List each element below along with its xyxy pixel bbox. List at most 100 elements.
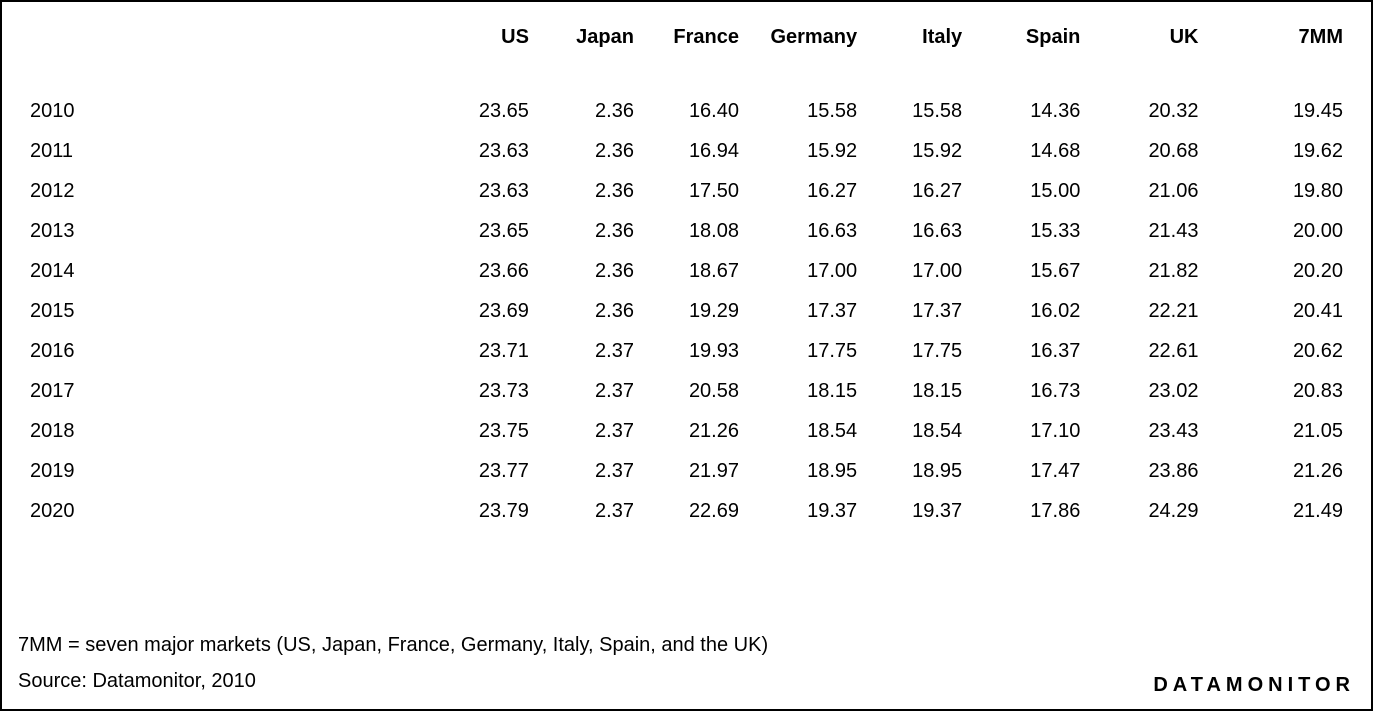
value-cell: 17.86 (962, 491, 1080, 531)
value-cell: 23.71 (424, 331, 529, 371)
value-cell: 18.15 (857, 371, 962, 411)
value-cell: 19.62 (1199, 131, 1344, 171)
header-france: France (634, 26, 739, 91)
header-blank (30, 26, 424, 91)
value-cell: 23.86 (1080, 451, 1198, 491)
year-cell: 2017 (30, 371, 424, 411)
header-uk: UK (1080, 26, 1198, 91)
table-row: 201023.652.3616.4015.5815.5814.3620.3219… (30, 91, 1343, 131)
value-cell: 18.95 (857, 451, 962, 491)
value-cell: 16.27 (739, 171, 857, 211)
table-row: 201523.692.3619.2917.3717.3716.0222.2120… (30, 291, 1343, 331)
table-row: 201423.662.3618.6717.0017.0015.6721.8220… (30, 251, 1343, 291)
value-cell: 19.45 (1199, 91, 1344, 131)
value-cell: 18.15 (739, 371, 857, 411)
value-cell: 20.68 (1080, 131, 1198, 171)
header-row: USJapanFranceGermanyItalySpainUK7MM (30, 26, 1343, 91)
value-cell: 20.58 (634, 371, 739, 411)
value-cell: 21.82 (1080, 251, 1198, 291)
header-japan: Japan (529, 26, 634, 91)
table-row: 201323.652.3618.0816.6316.6315.3321.4320… (30, 211, 1343, 251)
value-cell: 22.61 (1080, 331, 1198, 371)
value-cell: 2.36 (529, 251, 634, 291)
value-cell: 2.36 (529, 291, 634, 331)
value-cell: 20.00 (1199, 211, 1344, 251)
value-cell: 23.66 (424, 251, 529, 291)
value-cell: 15.58 (739, 91, 857, 131)
table-row: 201223.632.3617.5016.2716.2715.0021.0619… (30, 171, 1343, 211)
brand-wordmark: DATAMONITOR (1153, 674, 1355, 697)
value-cell: 17.00 (739, 251, 857, 291)
value-cell: 2.36 (529, 91, 634, 131)
value-cell: 15.00 (962, 171, 1080, 211)
value-cell: 21.06 (1080, 171, 1198, 211)
table-frame: USJapanFranceGermanyItalySpainUK7MM 2010… (0, 0, 1373, 711)
value-cell: 23.65 (424, 211, 529, 251)
value-cell: 14.36 (962, 91, 1080, 131)
table-row: 201923.772.3721.9718.9518.9517.4723.8621… (30, 451, 1343, 491)
year-cell: 2018 (30, 411, 424, 451)
value-cell: 18.67 (634, 251, 739, 291)
value-cell: 17.75 (739, 331, 857, 371)
value-cell: 20.41 (1199, 291, 1344, 331)
table-head: USJapanFranceGermanyItalySpainUK7MM (30, 26, 1343, 91)
value-cell: 18.08 (634, 211, 739, 251)
value-cell: 21.43 (1080, 211, 1198, 251)
value-cell: 23.79 (424, 491, 529, 531)
data-table: USJapanFranceGermanyItalySpainUK7MM 2010… (30, 26, 1343, 531)
value-cell: 19.37 (739, 491, 857, 531)
year-cell: 2010 (30, 91, 424, 131)
footnote-definition: 7MM = seven major markets (US, Japan, Fr… (18, 627, 1343, 663)
value-cell: 20.20 (1199, 251, 1344, 291)
footnotes-block: 7MM = seven major markets (US, Japan, Fr… (18, 627, 1343, 699)
value-cell: 16.40 (634, 91, 739, 131)
value-cell: 23.02 (1080, 371, 1198, 411)
value-cell: 19.80 (1199, 171, 1344, 211)
value-cell: 17.37 (739, 291, 857, 331)
year-cell: 2013 (30, 211, 424, 251)
value-cell: 2.37 (529, 411, 634, 451)
value-cell: 19.29 (634, 291, 739, 331)
value-cell: 21.26 (1199, 451, 1344, 491)
table-row: 201123.632.3616.9415.9215.9214.6820.6819… (30, 131, 1343, 171)
table-body: 201023.652.3616.4015.5815.5814.3620.3219… (30, 91, 1343, 531)
value-cell: 15.67 (962, 251, 1080, 291)
value-cell: 18.54 (857, 411, 962, 451)
year-cell: 2020 (30, 491, 424, 531)
value-cell: 2.37 (529, 371, 634, 411)
year-cell: 2014 (30, 251, 424, 291)
source-line: Source: Datamonitor, 2010 (18, 663, 1343, 699)
value-cell: 15.92 (739, 131, 857, 171)
value-cell: 23.65 (424, 91, 529, 131)
value-cell: 21.26 (634, 411, 739, 451)
year-cell: 2016 (30, 331, 424, 371)
value-cell: 23.73 (424, 371, 529, 411)
value-cell: 15.33 (962, 211, 1080, 251)
value-cell: 23.77 (424, 451, 529, 491)
value-cell: 20.62 (1199, 331, 1344, 371)
table-row: 201823.752.3721.2618.5418.5417.1023.4321… (30, 411, 1343, 451)
value-cell: 16.63 (857, 211, 962, 251)
value-cell: 16.73 (962, 371, 1080, 411)
value-cell: 15.92 (857, 131, 962, 171)
value-cell: 16.02 (962, 291, 1080, 331)
table-row: 201623.712.3719.9317.7517.7516.3722.6120… (30, 331, 1343, 371)
year-cell: 2012 (30, 171, 424, 211)
value-cell: 2.37 (529, 331, 634, 371)
value-cell: 17.37 (857, 291, 962, 331)
value-cell: 14.68 (962, 131, 1080, 171)
value-cell: 16.27 (857, 171, 962, 211)
value-cell: 20.83 (1199, 371, 1344, 411)
value-cell: 17.00 (857, 251, 962, 291)
year-cell: 2011 (30, 131, 424, 171)
value-cell: 21.97 (634, 451, 739, 491)
value-cell: 23.43 (1080, 411, 1198, 451)
value-cell: 23.63 (424, 131, 529, 171)
value-cell: 19.37 (857, 491, 962, 531)
value-cell: 18.95 (739, 451, 857, 491)
value-cell: 17.75 (857, 331, 962, 371)
value-cell: 23.69 (424, 291, 529, 331)
value-cell: 21.05 (1199, 411, 1344, 451)
header-italy: Italy (857, 26, 962, 91)
value-cell: 23.63 (424, 171, 529, 211)
